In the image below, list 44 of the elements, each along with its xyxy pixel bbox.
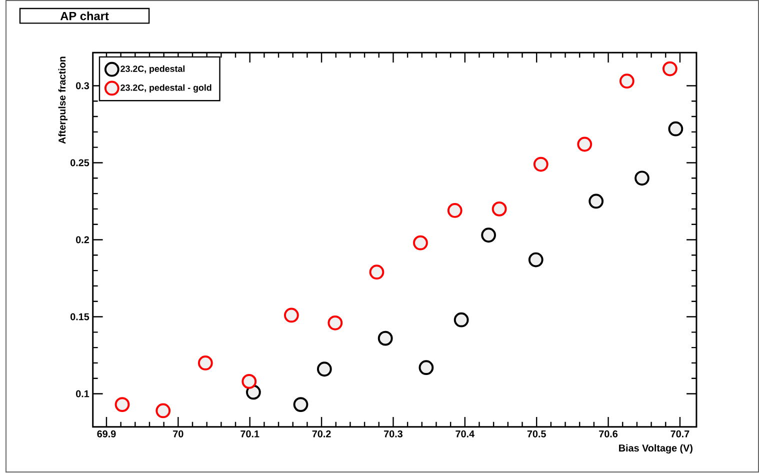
- x-tick-label: 69.9: [97, 430, 116, 438]
- point: [634, 170, 650, 186]
- point: [528, 252, 544, 268]
- x-tick-label: 70.4: [456, 430, 474, 438]
- point: [413, 236, 428, 250]
- y-axis-title: Afterpulse fraction: [58, 56, 68, 144]
- point: [588, 194, 604, 209]
- point: [242, 374, 257, 390]
- point: [114, 397, 130, 412]
- x-tick-label: 70.2: [312, 430, 331, 438]
- x-tick-label: 70: [173, 430, 184, 438]
- x-tick-label: 70.5: [527, 430, 546, 438]
- legend-label: 23.2C, pedestal - gold: [120, 84, 212, 93]
- point: [246, 384, 261, 400]
- y-tick-label: 0.15: [70, 313, 90, 320]
- point: [316, 362, 332, 377]
- point: [533, 157, 548, 172]
- point: [284, 308, 299, 323]
- point: [328, 316, 343, 331]
- x-axis-title: Bias Voltage (V): [619, 444, 692, 454]
- chart-title: AP chart: [60, 12, 109, 20]
- point: [447, 203, 462, 218]
- x-tick-label: 70.1: [240, 430, 260, 438]
- x-tick-label: 70.6: [599, 430, 618, 438]
- point: [662, 62, 678, 76]
- point: [481, 228, 496, 243]
- point: [668, 122, 684, 137]
- y-tick-label: 0.3: [76, 82, 90, 90]
- y-tick-label: 0.1: [76, 390, 90, 398]
- point: [619, 74, 634, 89]
- point: [198, 356, 213, 371]
- point: [293, 397, 308, 412]
- y-tick-label: 0.25: [70, 159, 90, 166]
- y-tick-label: 0.2: [76, 236, 89, 244]
- x-tick-label: 70.3: [384, 430, 402, 438]
- point: [418, 360, 434, 376]
- point: [492, 202, 507, 217]
- point: [369, 264, 384, 280]
- point: [454, 312, 469, 328]
- legend-label: 23.2C, pedestal: [120, 66, 185, 74]
- point: [156, 403, 171, 418]
- point: [577, 137, 592, 152]
- point: [378, 331, 393, 346]
- x-tick-label: 70.7: [670, 430, 690, 438]
